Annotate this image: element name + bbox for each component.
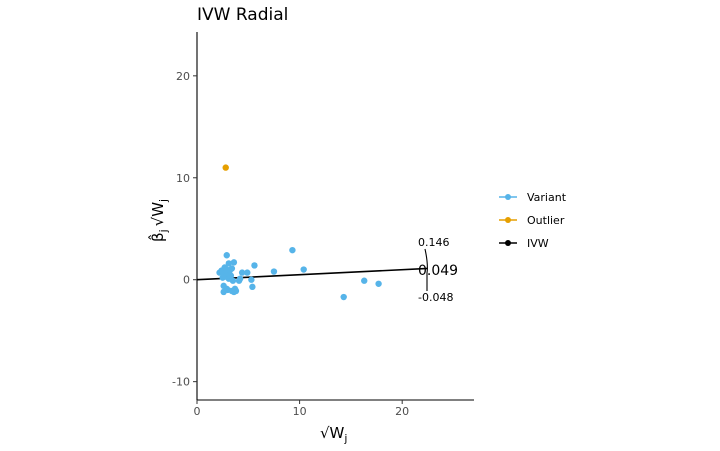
y-axis-label-beta-subscript: j: [157, 229, 170, 233]
ivw-line: [196, 267, 428, 281]
variant-point: [227, 272, 235, 279]
ci-upper-label: 0.146: [418, 236, 450, 249]
axes: [196, 32, 474, 401]
legend: Variant Outlier IVW: [499, 191, 567, 250]
svg-text:√Wj: √Wj: [320, 424, 347, 445]
x-axis-title: √Wj: [320, 424, 347, 445]
ivw-layer: [196, 267, 428, 281]
variant-point: [340, 293, 347, 301]
y-axis-title: β̂j√Wj: [147, 199, 170, 242]
variant-point: [244, 269, 251, 276]
variant-point: [238, 269, 246, 276]
y-tick-label: -10: [172, 376, 190, 389]
variant-point: [232, 287, 240, 295]
y-tick-label: 0: [183, 274, 190, 287]
x-tick-label: 20: [395, 405, 409, 418]
points-layer: [216, 164, 382, 301]
legend-key-point-ivw: [505, 240, 511, 246]
variant-point: [223, 252, 230, 259]
variant-point: [248, 276, 255, 283]
ci-lower-label: -0.048: [418, 291, 453, 304]
x-tick-label: 10: [293, 405, 307, 418]
x-axis-label: √W: [320, 424, 345, 442]
variant-point: [300, 266, 307, 273]
svg-text:β̂j√Wj: β̂j√Wj: [147, 199, 170, 242]
variant-point: [230, 259, 238, 266]
ci-bracket: [424, 248, 428, 291]
y-axis-label-sqrt: √W: [149, 202, 167, 227]
annotation-layer: 0.146 0.049 -0.048: [418, 236, 458, 304]
legend-label-variant: Variant: [527, 191, 567, 204]
y-ticks: -10 0 10 20: [172, 70, 197, 389]
variant-point: [236, 275, 244, 282]
variant-point: [289, 246, 296, 254]
variant-point: [361, 277, 368, 284]
y-tick-label: 10: [176, 172, 190, 185]
variant-point: [229, 277, 237, 284]
legend-label-outlier: Outlier: [527, 214, 565, 227]
variant-point: [270, 268, 278, 275]
legend-key-point-variant: [505, 194, 511, 200]
x-ticks: 0 10 20: [194, 400, 409, 418]
chart-title: IVW Radial: [197, 5, 288, 25]
y-axis-label-sqrt-subscript: j: [157, 199, 170, 203]
outlier-point: [222, 164, 229, 171]
variant-point: [225, 260, 233, 267]
legend-key-point-outlier: [505, 217, 511, 223]
legend-label-ivw: IVW: [527, 237, 549, 250]
y-tick-label: 20: [176, 70, 190, 83]
variant-point: [228, 265, 236, 272]
x-tick-label: 0: [194, 405, 201, 418]
variant-point: [249, 283, 256, 291]
variant-point: [251, 262, 258, 269]
variant-point: [375, 280, 382, 287]
ivw-estimate-label: 0.049: [418, 263, 458, 279]
x-axis-label-subscript: j: [343, 432, 347, 445]
y-axis-label-beta: β̂: [147, 232, 167, 242]
